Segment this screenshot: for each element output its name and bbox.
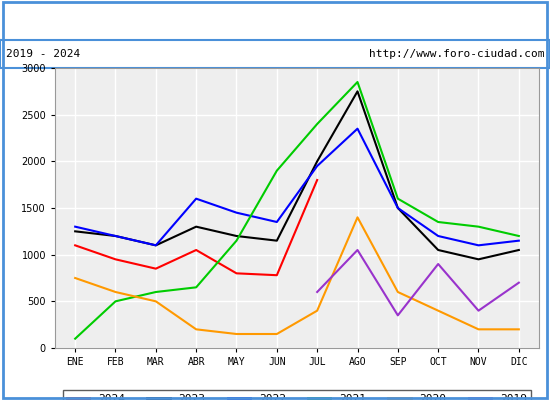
Text: 2019 - 2024: 2019 - 2024	[6, 49, 80, 59]
Text: http://www.foro-ciudad.com: http://www.foro-ciudad.com	[369, 49, 544, 59]
Legend: 2024, 2023, 2022, 2021, 2020, 2019: 2024, 2023, 2022, 2021, 2020, 2019	[63, 390, 531, 400]
Text: Evolucion Nº Turistas Nacionales en el municipio de Santa Elena de Jamuz: Evolucion Nº Turistas Nacionales en el m…	[5, 14, 545, 26]
